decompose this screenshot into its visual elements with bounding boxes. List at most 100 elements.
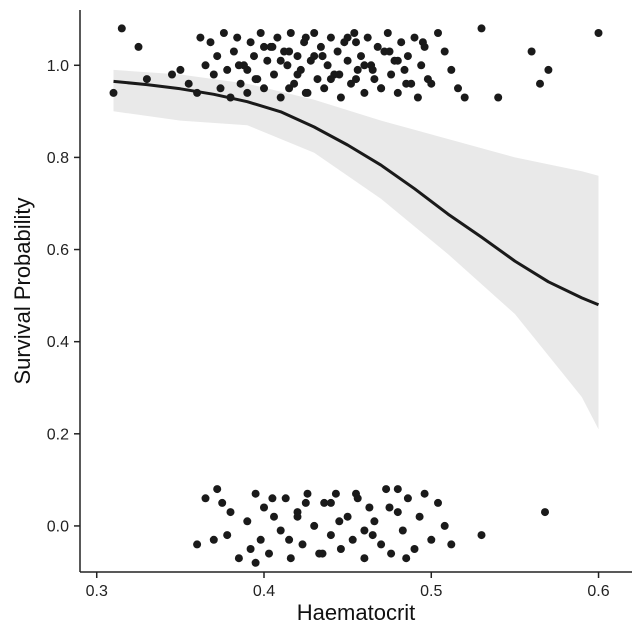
point-survived: [310, 52, 319, 61]
point-died: [270, 512, 278, 521]
point-survived: [283, 61, 292, 70]
point-survived: [109, 88, 118, 97]
point-died: [335, 517, 344, 526]
point-survived: [454, 84, 462, 93]
point-died: [213, 485, 222, 494]
point-survived: [276, 56, 285, 65]
point-survived: [184, 79, 193, 88]
y-tick-label: 0.8: [47, 150, 69, 167]
point-died: [360, 554, 369, 563]
point-died: [226, 508, 235, 517]
point-died: [318, 549, 327, 558]
point-died: [301, 498, 310, 507]
point-survived: [243, 65, 252, 74]
point-died: [326, 531, 335, 540]
point-survived: [285, 47, 294, 56]
point-died: [440, 521, 449, 530]
point-survived: [418, 38, 427, 47]
point-survived: [417, 61, 426, 70]
point-died: [281, 494, 290, 503]
point-survived: [196, 33, 205, 42]
point-survived: [377, 84, 386, 93]
point-survived: [313, 75, 322, 84]
point-died: [303, 489, 312, 498]
point-died: [276, 526, 285, 535]
point-survived: [434, 29, 442, 37]
point-survived: [363, 33, 372, 42]
point-survived: [383, 29, 392, 37]
x-tick-label: 0.5: [420, 583, 442, 600]
point-survived: [301, 88, 310, 97]
point-survived: [427, 79, 436, 88]
point-died: [251, 558, 260, 567]
x-tick-label: 0.6: [587, 583, 609, 600]
point-survived: [250, 52, 258, 61]
point-survived: [268, 42, 277, 51]
point-survived: [326, 33, 335, 42]
point-survived: [527, 47, 536, 56]
point-survived: [402, 79, 411, 88]
point-survived: [142, 75, 151, 84]
point-died: [265, 549, 273, 558]
point-survived: [260, 84, 268, 93]
point-survived: [251, 75, 260, 84]
point-died: [385, 503, 394, 512]
point-survived: [350, 29, 359, 37]
point-died: [298, 540, 307, 549]
point-died: [285, 535, 294, 544]
confidence-band: [113, 69, 599, 430]
point-survived: [323, 61, 332, 70]
axes: 0.0 0.2 0.4 0.6 0.8 1.0 0.3 0.4 0.5 0.6: [47, 10, 632, 600]
x-axis-title: Haematocrit: [297, 600, 416, 625]
point-died: [336, 545, 345, 553]
point-survived: [447, 65, 456, 74]
y-tick-label: 0.6: [47, 242, 69, 259]
point-died: [427, 535, 436, 544]
point-survived: [360, 61, 369, 70]
point-survived: [316, 42, 325, 51]
point-survived: [213, 52, 222, 61]
x-tick-label: 0.4: [253, 583, 275, 600]
point-died: [234, 554, 243, 563]
point-survived: [343, 33, 352, 42]
point-survived: [223, 65, 232, 74]
x-tick-label: 0.3: [86, 583, 108, 600]
ci-band-layer: [113, 69, 599, 430]
point-died: [268, 494, 277, 503]
point-survived: [385, 47, 394, 56]
point-died: [320, 498, 329, 507]
y-tick-label: 0.0: [47, 518, 69, 535]
point-survived: [373, 42, 382, 51]
point-died: [243, 517, 252, 526]
point-survived: [320, 84, 329, 93]
point-died: [256, 535, 265, 544]
point-died: [541, 508, 549, 517]
point-died: [434, 498, 442, 507]
point-died: [201, 494, 210, 503]
point-died: [382, 485, 391, 494]
point-survived: [368, 65, 377, 74]
point-survived: [117, 24, 126, 33]
point-died: [286, 554, 295, 563]
point-survived: [370, 75, 379, 84]
point-survived: [352, 75, 360, 84]
point-survived: [286, 29, 295, 37]
x-axis-ticks: 0.3 0.4 0.5 0.6: [86, 572, 610, 600]
point-survived: [233, 33, 242, 42]
point-survived: [397, 38, 406, 47]
point-died: [218, 498, 227, 507]
point-survived: [387, 70, 396, 79]
point-died: [398, 526, 407, 535]
point-survived: [209, 70, 218, 79]
point-survived: [270, 70, 278, 79]
point-survived: [536, 79, 544, 88]
point-survived: [400, 65, 409, 74]
point-survived: [352, 38, 360, 47]
y-axis-title: Survival Probability: [10, 197, 35, 384]
point-survived: [357, 52, 365, 61]
point-survived: [393, 88, 402, 97]
point-survived: [460, 93, 469, 102]
point-survived: [353, 65, 362, 74]
point-survived: [276, 93, 285, 102]
point-survived: [236, 79, 245, 88]
